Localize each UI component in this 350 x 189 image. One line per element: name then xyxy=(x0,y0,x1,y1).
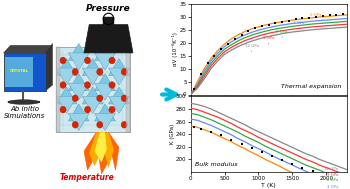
Bar xyxy=(56,47,60,132)
Polygon shape xyxy=(94,113,116,130)
Polygon shape xyxy=(68,53,89,70)
Text: CRYSTAL: CRYSTAL xyxy=(10,69,29,73)
Circle shape xyxy=(121,121,127,128)
Text: 9 GPa: 9 GPa xyxy=(263,36,274,44)
Text: Thermal expansion: Thermal expansion xyxy=(281,84,342,89)
Circle shape xyxy=(121,95,127,102)
Circle shape xyxy=(60,82,66,88)
Polygon shape xyxy=(56,59,77,76)
Circle shape xyxy=(121,68,127,75)
Polygon shape xyxy=(94,53,116,70)
Circle shape xyxy=(109,82,115,88)
Y-axis label: K (GPa): K (GPa) xyxy=(170,124,175,144)
Circle shape xyxy=(97,121,103,128)
Polygon shape xyxy=(94,83,116,100)
Circle shape xyxy=(72,68,78,75)
Bar xyxy=(103,17,114,25)
Polygon shape xyxy=(94,104,116,121)
Bar xyxy=(126,47,130,132)
Polygon shape xyxy=(68,74,89,91)
Polygon shape xyxy=(82,68,103,85)
Polygon shape xyxy=(56,68,77,85)
Polygon shape xyxy=(4,45,52,53)
Text: 12 GPa: 12 GPa xyxy=(245,44,259,52)
Polygon shape xyxy=(82,59,103,76)
Circle shape xyxy=(109,57,115,64)
Circle shape xyxy=(72,95,78,102)
Circle shape xyxy=(60,57,66,64)
Bar xyxy=(56,47,130,132)
Polygon shape xyxy=(94,132,107,163)
Polygon shape xyxy=(108,87,130,104)
Polygon shape xyxy=(46,43,52,91)
Polygon shape xyxy=(82,87,103,104)
Circle shape xyxy=(84,57,91,64)
Circle shape xyxy=(109,106,115,113)
Circle shape xyxy=(97,68,103,75)
Polygon shape xyxy=(82,96,103,113)
Circle shape xyxy=(60,106,66,113)
Text: 3 GPa: 3 GPa xyxy=(327,185,338,189)
FancyBboxPatch shape xyxy=(5,57,33,87)
Circle shape xyxy=(84,106,91,113)
Text: Ab initio
Simulations: Ab initio Simulations xyxy=(4,106,45,119)
Polygon shape xyxy=(68,104,89,121)
Polygon shape xyxy=(84,132,119,174)
X-axis label: T (K): T (K) xyxy=(261,183,276,187)
Text: 3 GPa: 3 GPa xyxy=(293,21,305,28)
Polygon shape xyxy=(89,132,114,168)
Text: 12 GPa: 12 GPa xyxy=(324,167,338,171)
Polygon shape xyxy=(108,59,130,76)
Text: Pressure: Pressure xyxy=(86,4,131,13)
Circle shape xyxy=(97,95,103,102)
Polygon shape xyxy=(56,96,77,113)
Text: Bulk modulus: Bulk modulus xyxy=(195,163,238,167)
Polygon shape xyxy=(84,25,133,53)
Polygon shape xyxy=(108,68,130,85)
Ellipse shape xyxy=(8,100,39,104)
Circle shape xyxy=(84,82,91,88)
Circle shape xyxy=(72,121,78,128)
Polygon shape xyxy=(108,96,130,113)
Polygon shape xyxy=(94,43,116,60)
Polygon shape xyxy=(94,74,116,91)
Text: 0 GPa: 0 GPa xyxy=(310,13,322,21)
FancyBboxPatch shape xyxy=(4,53,46,91)
Text: 9 GPa: 9 GPa xyxy=(327,173,338,177)
Polygon shape xyxy=(68,113,89,130)
Polygon shape xyxy=(56,87,77,104)
Text: 6 GPa: 6 GPa xyxy=(276,30,288,37)
Text: Temperature: Temperature xyxy=(60,173,115,182)
Polygon shape xyxy=(68,83,89,100)
Y-axis label: αV (10⁻⁶K⁻¹): αV (10⁻⁶K⁻¹) xyxy=(172,32,178,66)
Text: 6 GPa: 6 GPa xyxy=(327,178,338,182)
Polygon shape xyxy=(68,43,89,60)
